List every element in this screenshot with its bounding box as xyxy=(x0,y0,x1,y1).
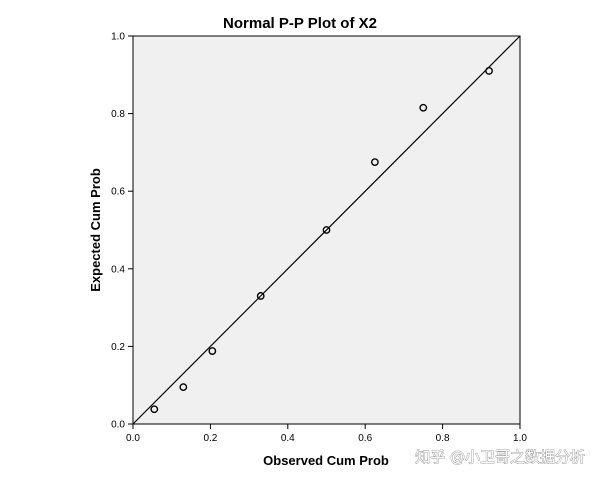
y-axis-title: Expected Cum Prob xyxy=(88,168,103,292)
data-point xyxy=(322,226,331,234)
y-tick-label: 0.8 xyxy=(111,109,125,120)
data-point xyxy=(256,292,265,300)
x-tick-label: 1.0 xyxy=(513,433,527,444)
data-point xyxy=(208,347,217,355)
y-tick-label: 0.4 xyxy=(111,264,125,275)
data-point xyxy=(179,383,188,392)
data-points xyxy=(150,67,493,414)
x-axis-title: Observed Cum Prob xyxy=(263,453,389,468)
data-point xyxy=(370,158,379,167)
chart-title: Normal P-P Plot of X2 xyxy=(223,15,377,32)
y-tick-label: 0.0 xyxy=(111,420,125,431)
x-tick-label: 0.8 xyxy=(436,433,450,444)
y-tick-label: 0.2 xyxy=(111,342,125,353)
data-point xyxy=(485,67,493,75)
x-axis-ticks: 0.0 0.2 0.4 0.6 0.8 1.0 xyxy=(126,424,527,444)
y-axis-ticks: 0.0 0.2 0.4 0.6 0.8 1.0 xyxy=(111,32,133,431)
reference-line xyxy=(132,35,521,425)
watermark-text: 知乎 @小卫哥之数据分析 xyxy=(415,448,585,466)
data-point xyxy=(419,103,428,112)
x-tick-label: 0.6 xyxy=(358,433,372,444)
y-tick-label: 0.6 xyxy=(111,187,125,198)
x-tick-label: 0.2 xyxy=(203,433,217,444)
y-tick-label: 1.0 xyxy=(111,32,125,43)
data-point xyxy=(150,405,159,414)
x-tick-label: 0.0 xyxy=(126,433,140,444)
x-tick-label: 0.4 xyxy=(281,433,295,444)
